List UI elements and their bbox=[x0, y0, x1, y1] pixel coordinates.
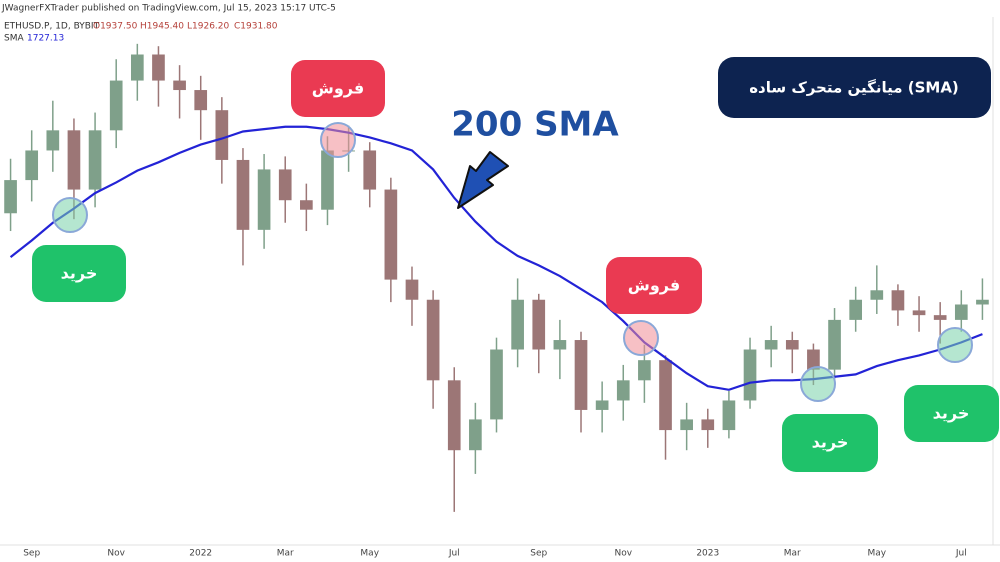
header: JWagnerFXTrader published on TradingView… bbox=[0, 0, 1000, 44]
header-bar bbox=[0, 0, 1000, 17]
sell-badge bbox=[291, 60, 385, 117]
x-tick-label: Jul bbox=[448, 549, 460, 559]
sell-label: فروش bbox=[628, 276, 680, 295]
x-tick-label: May bbox=[867, 549, 886, 559]
overlay: خرید فروش فروش خرید خرید میانگین متحرک س… bbox=[32, 57, 999, 472]
candle-body bbox=[616, 380, 630, 401]
candle-body bbox=[405, 279, 419, 300]
x-tick-label: Nov bbox=[107, 549, 125, 559]
x-tick-label: 2023 bbox=[696, 549, 719, 559]
legend-sma-name: SMA bbox=[4, 34, 24, 44]
candle-body bbox=[701, 419, 715, 431]
candle-body bbox=[152, 54, 165, 81]
candle-body bbox=[173, 80, 186, 91]
buy-marker bbox=[800, 366, 836, 402]
candle-body bbox=[278, 169, 292, 201]
buy-label: خرید bbox=[812, 433, 849, 452]
buy-badge bbox=[782, 414, 878, 472]
title-box bbox=[718, 57, 991, 118]
x-tick-label: Nov bbox=[614, 549, 632, 559]
candle-body bbox=[490, 349, 503, 420]
candle-body bbox=[954, 304, 968, 320]
candle-body bbox=[659, 360, 672, 431]
plot-area: Sep Nov 2022 Mar May Jul Sep Nov 2023 Mar May Jul bbox=[4, 43, 989, 559]
symbol: ETHUSD.P, 1D, BYBIT bbox=[4, 22, 100, 32]
buy-marker bbox=[52, 197, 88, 233]
candle-body bbox=[25, 150, 39, 181]
arrow-label: 200 SMA bbox=[451, 105, 619, 145]
legend-sma-value: 1727.13 bbox=[27, 34, 64, 44]
publisher: JWagnerFXTrader published on TradingView… bbox=[1, 4, 336, 14]
ohlc-high: H1945.40 bbox=[140, 22, 184, 32]
candle-body bbox=[426, 299, 440, 381]
candle-body bbox=[447, 380, 461, 451]
buy-marker bbox=[937, 327, 973, 363]
ohlc-open: O1937.50 bbox=[93, 22, 138, 32]
candle-body bbox=[384, 189, 398, 280]
candle-body bbox=[870, 290, 884, 300]
sell-badge bbox=[606, 257, 702, 314]
candle-body bbox=[109, 80, 123, 131]
candle-body bbox=[574, 340, 588, 410]
candle-body bbox=[638, 360, 651, 381]
candle-body bbox=[511, 299, 524, 350]
candle-body bbox=[300, 200, 313, 210]
candle-body bbox=[764, 340, 778, 350]
candle-body bbox=[849, 299, 863, 320]
buy-label: خرید bbox=[61, 264, 98, 283]
candle-body bbox=[891, 290, 905, 311]
ohlc-low: L1926.20 bbox=[187, 22, 230, 32]
candle-body bbox=[88, 130, 102, 190]
candle-body bbox=[807, 349, 820, 370]
candle-body bbox=[257, 169, 271, 230]
candle-body bbox=[912, 310, 926, 316]
x-tick-label: May bbox=[360, 549, 379, 559]
candle-body bbox=[595, 400, 609, 410]
candle-body bbox=[236, 159, 250, 230]
candle-body bbox=[130, 54, 144, 81]
x-tick-label: Jul bbox=[955, 549, 967, 559]
x-tick-label: 2022 bbox=[189, 549, 212, 559]
x-tick-label: Mar bbox=[784, 549, 801, 559]
candle-body bbox=[743, 349, 757, 401]
title: میانگین متحرک ساده (SMA) bbox=[749, 79, 959, 97]
candle-body bbox=[933, 315, 947, 320]
candle-body bbox=[321, 150, 334, 210]
candle-body bbox=[46, 130, 60, 151]
sell-marker bbox=[320, 122, 356, 158]
arrow bbox=[457, 151, 509, 209]
candle-body bbox=[194, 90, 208, 111]
candle-body bbox=[680, 419, 693, 431]
candle-body bbox=[215, 110, 229, 160]
candle-body bbox=[67, 130, 81, 190]
candle-body bbox=[4, 180, 17, 214]
buy-label: خرید bbox=[933, 404, 970, 423]
x-tick-label: Mar bbox=[277, 549, 294, 559]
sell-label: فروش bbox=[312, 79, 364, 98]
candle-body bbox=[553, 340, 567, 350]
candle-body bbox=[363, 150, 377, 190]
candle-body bbox=[828, 319, 841, 370]
buy-badge bbox=[904, 385, 999, 442]
candle-body bbox=[469, 419, 482, 451]
x-tick-label: Sep bbox=[23, 549, 40, 559]
sell-marker bbox=[623, 320, 659, 356]
ohlc-close: C1931.80 bbox=[234, 22, 278, 32]
candle-body bbox=[785, 340, 799, 350]
candle-body bbox=[976, 299, 989, 305]
candle-body bbox=[722, 400, 736, 431]
candle-body bbox=[532, 299, 546, 350]
buy-badge bbox=[32, 245, 126, 302]
x-tick-label: Sep bbox=[530, 549, 547, 559]
